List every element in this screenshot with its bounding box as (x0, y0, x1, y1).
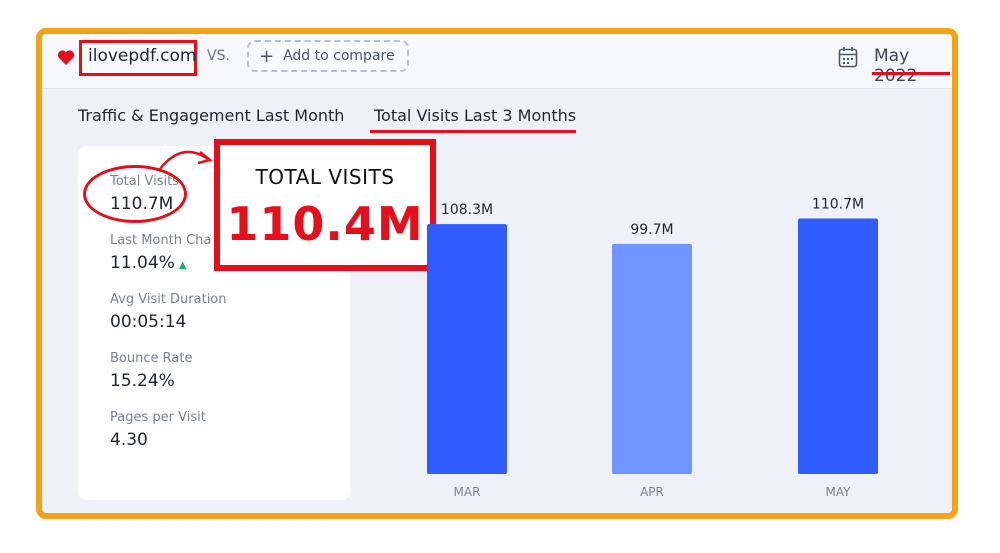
plus-icon: + (259, 45, 275, 67)
callout-value: 110.4M (226, 197, 424, 251)
data-label-apr: 99.7M (630, 222, 673, 238)
x-tick-apr: APR (640, 485, 664, 499)
metric-label-bounce-rate: Bounce Rate (110, 351, 193, 366)
metric-label-pages-per-visit: Pages per Visit (110, 410, 206, 425)
tab-traffic-engagement[interactable]: Traffic & Engagement Last Month (78, 106, 345, 125)
tab-underline (370, 130, 576, 133)
metric-value-pages-per-visit: 4.30 (110, 430, 148, 450)
arrow-up-icon: ▲ (178, 260, 187, 271)
add-to-compare-button[interactable]: + Add to compare (247, 40, 409, 72)
metric-label-avg-visit-duration: Avg Visit Duration (110, 292, 227, 307)
total-visits-circle-highlight (83, 165, 187, 223)
vs-label: VS. (207, 48, 230, 64)
x-tick-may: MAY (826, 485, 852, 499)
top-bar: ilovepdf.com VS. + Add to compare May 20… (42, 34, 952, 89)
site-highlight-box (79, 40, 197, 76)
x-tick-mar: MAR (454, 485, 481, 499)
site-name[interactable]: ilovepdf.com (88, 46, 197, 66)
bar-may[interactable] (798, 218, 878, 474)
bar-apr[interactable] (612, 243, 692, 474)
heart-icon (57, 50, 75, 65)
dashboard-frame: ilovepdf.com VS. + Add to compare May 20… (36, 28, 958, 519)
total-visits-bar-chart: 108.3M MAR 99.7M APR 110.7M MAY (427, 197, 878, 499)
total-visits-callout: TOTAL VISITS 110.4M (214, 139, 436, 271)
metric-value-last-month-change: 11.04% ▲ (110, 253, 187, 273)
data-label-may: 110.7M (812, 197, 864, 213)
metric-value-avg-visit-duration: 00:05:14 (110, 312, 187, 332)
tab-total-visits[interactable]: Total Visits Last 3 Months (374, 106, 577, 125)
curved-arrow-icon (159, 150, 213, 170)
callout-title: TOTAL VISITS (255, 165, 395, 189)
metric-value-bounce-rate: 15.24% (110, 371, 175, 391)
month-selector[interactable]: May 2022 (874, 46, 918, 86)
data-label-mar: 108.3M (441, 202, 493, 218)
metric-label-last-month-change: Last Month Cha (110, 233, 212, 248)
calendar-icon[interactable] (838, 46, 858, 68)
add-to-compare-label: Add to compare (283, 48, 395, 64)
month-underline (872, 72, 950, 75)
bar-mar[interactable] (427, 224, 507, 474)
